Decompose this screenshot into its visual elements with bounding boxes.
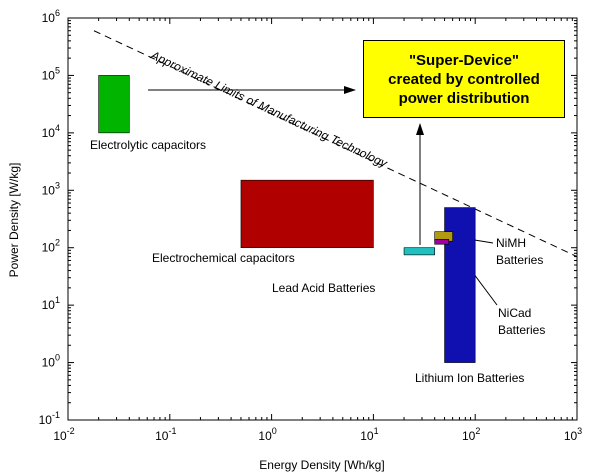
callout-line: created by controlled [388,70,540,88]
region [240,179,374,249]
x-axis-label: Energy Density [Wh/kg] [259,458,384,472]
region-label: Lead Acid Batteries [272,281,376,295]
tick-label: 105 [42,65,60,82]
region [444,207,476,363]
region [98,75,130,134]
callout-line: "Super-Device" [408,51,520,69]
tick-exponent: 2 [475,426,480,436]
region [434,239,450,245]
tick-exponent: 2 [55,238,60,248]
tick-exponent: 3 [55,180,60,190]
tick-base: 10 [42,356,56,370]
tick-base: 10 [360,429,374,443]
callout-line: power distribution [398,89,530,107]
tick-exponent: 1 [55,295,60,305]
tick-label: 100 [258,426,276,443]
tick-label: 104 [42,123,60,140]
tick-exponent: 5 [55,65,60,75]
tick-base: 10 [42,68,56,82]
tick-label: 102 [462,426,480,443]
tick-base: 10 [42,183,56,197]
tick-base: 10 [39,413,53,427]
tick-label: 10-1 [39,410,60,427]
tick-label: 100 [42,353,60,370]
tick-base: 10 [462,429,476,443]
region-label: NiMH Batteries [496,236,544,267]
region-label: Electrolytic capacitors [90,138,207,152]
tick-exponent: 0 [272,426,277,436]
tick-exponent: -1 [52,410,60,420]
tick-exponent: -1 [168,426,176,436]
tick-exponent: 6 [55,8,60,18]
tick-base: 10 [42,298,56,312]
limit-line [93,30,578,258]
callout-box: "Super-Device" created by controlled power… [363,40,565,118]
tick-label: 103 [42,180,60,197]
region-label: NiCad Batteries [498,306,546,337]
tick-label: 101 [42,295,60,312]
tick-base: 10 [42,126,56,140]
tick-label: 102 [42,238,60,255]
tick-base: 10 [42,241,56,255]
tick-label: 103 [564,426,582,443]
region-label: Electrochemical capacitors [152,251,295,265]
tick-base: 10 [155,429,169,443]
tick-base: 10 [564,429,578,443]
tick-base: 10 [53,429,67,443]
y-axis-label: Power Density [W/kg] [7,163,21,278]
region [403,247,435,256]
tick-exponent: -2 [67,426,75,436]
tick-base: 10 [258,429,272,443]
tick-exponent: 1 [374,426,379,436]
tick-exponent: 0 [55,353,60,363]
tick-exponent: 4 [55,123,60,133]
tick-exponent: 3 [577,426,582,436]
tick-base: 10 [42,11,56,25]
tick-label: 10-2 [53,426,74,443]
plot-frame [67,17,578,421]
tick-label: 106 [42,8,60,25]
tick-label: 10-1 [155,426,176,443]
region-label: Lithium Ion Batteries [415,371,525,385]
tick-label: 101 [360,426,378,443]
